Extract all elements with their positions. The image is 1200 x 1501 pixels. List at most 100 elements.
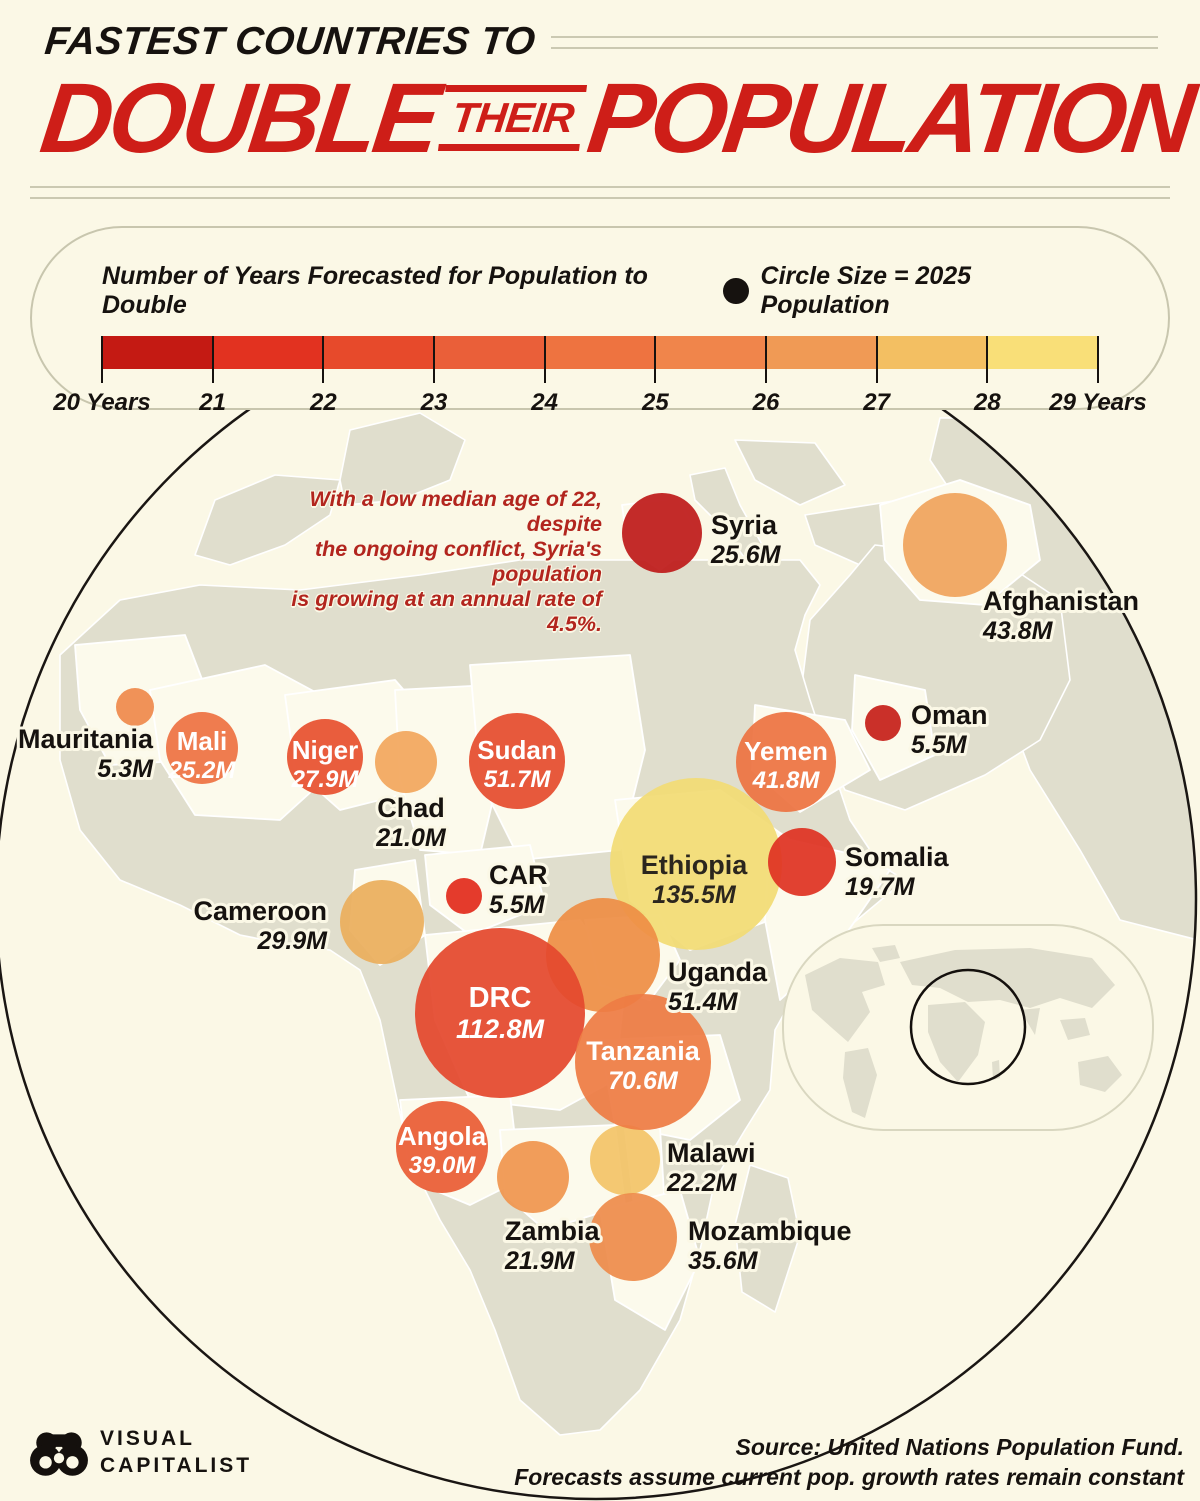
- header: FASTEST COUNTRIES TO: [42, 20, 1158, 64]
- mauritania-value: 5.3M: [97, 755, 154, 783]
- legend-tick-2: [322, 336, 325, 383]
- uganda-value: 51.4M: [668, 988, 739, 1016]
- title-word-their: THEIR: [437, 84, 588, 151]
- angola-label: Angola: [398, 1121, 487, 1151]
- yemen-value: 41.8M: [752, 767, 821, 794]
- legend-segment-4: [544, 336, 656, 369]
- bubble-mozambique: [589, 1193, 677, 1281]
- zambia-label: Zambia: [505, 1216, 601, 1246]
- somalia-value: 19.7M: [845, 873, 916, 901]
- header-kicker: FASTEST COUNTRIES TO: [42, 20, 538, 63]
- inset-north-america: [805, 958, 885, 1042]
- ethiopia-value: 135.5M: [652, 881, 737, 909]
- legend-tick-0: [101, 336, 103, 383]
- inset-africa: [928, 1002, 985, 1082]
- legend-circle-size-label: Circle Size = 2025 Population: [760, 262, 972, 319]
- drc-value: 112.8M: [456, 1014, 545, 1044]
- oman-value: 5.5M: [911, 731, 968, 759]
- syria-annotation: With a low median age of 22, despite the…: [280, 487, 602, 637]
- bubble-car: [446, 878, 482, 914]
- legend-tick-7: [875, 336, 878, 383]
- bubble-afghanistan: [903, 493, 1007, 597]
- mozambique-value: 35.6M: [688, 1247, 759, 1275]
- circle-size-icon: [723, 278, 749, 304]
- legend-segment-7: [876, 336, 988, 369]
- bubble-somalia: [768, 828, 836, 896]
- tanzania-value: 70.6M: [608, 1067, 679, 1095]
- oman-label: Oman: [911, 700, 988, 730]
- drc-label: DRC: [469, 982, 532, 1014]
- legend-segment-0: [102, 336, 213, 369]
- syria-label: Syria: [711, 510, 778, 540]
- bubble-malawi: [590, 1125, 660, 1195]
- world-inset: [782, 924, 1154, 1131]
- inset-south-america: [843, 1048, 877, 1118]
- ethiopia-label: Ethiopia: [641, 850, 748, 880]
- legend-title: Number of Years Forecasted for Populatio…: [102, 262, 648, 319]
- legend-tick-label-4: 24: [531, 389, 559, 416]
- land-balkans: [734, 439, 846, 506]
- sudan-value: 51.7M: [484, 766, 552, 793]
- legend-tick-label-0: 20 Years: [53, 389, 151, 416]
- legend-tick-label-3: 23: [420, 389, 448, 416]
- legend-segment-2: [323, 336, 435, 369]
- afghanistan-label: Afghanistan: [983, 586, 1139, 616]
- syria-value: 25.6M: [710, 541, 782, 569]
- bubble-yemen: [736, 712, 836, 812]
- title-word-double: DOUBLE: [35, 62, 443, 173]
- legend-tick-label-1: 21: [199, 389, 227, 416]
- inset-focus-circle: [909, 968, 1027, 1086]
- legend-tick-label-2: 22: [309, 389, 337, 416]
- land-italy: [689, 467, 766, 566]
- niger-value: 27.9M: [291, 766, 360, 793]
- legend-tick-8: [986, 336, 989, 383]
- somalia-label: Somalia: [845, 842, 950, 872]
- annotation-line1: With a low median age of 22, despite: [309, 487, 603, 536]
- legend-tick-label-5: 25: [641, 389, 669, 416]
- legend-segment-1: [212, 336, 324, 369]
- cameroon-value: 29.9M: [257, 927, 329, 955]
- page-title: DOUBLE THEIR POPULATION: [35, 62, 1197, 173]
- car-value: 5.5M: [489, 891, 546, 919]
- legend-segment-8: [987, 336, 1099, 369]
- legend-tick-label-7: 27: [863, 389, 891, 416]
- bubble-tanzania: [575, 994, 711, 1130]
- source-line1: Source: United Nations Population Fund.: [735, 1434, 1185, 1461]
- legend-panel: Number of Years Forecasted for Populatio…: [30, 226, 1170, 416]
- logo-line2: CAPITALIST: [100, 1454, 253, 1477]
- bubble-cameroon: [340, 880, 424, 964]
- annotation-line3: is growing at an annual rate of 4.5%.: [291, 586, 602, 636]
- legend-circle-size-note: Circle Size = 2025 Population: [723, 262, 1098, 320]
- legend-tick-labels: 20 Years 21 22 23 24 25 26 27 28 29 Years: [53, 389, 1146, 417]
- mali-value: 25.2M: [168, 757, 237, 784]
- source-line2: Forecasts assume current pop. growth rat…: [514, 1464, 1184, 1491]
- logo-line1: VISUAL: [100, 1426, 196, 1450]
- uganda-label: Uganda: [668, 957, 768, 987]
- chad-label: Chad: [377, 793, 445, 823]
- source-note: Source: United Nations Population Fund. …: [514, 1433, 1184, 1493]
- land-iberia: [194, 474, 341, 566]
- bubble-sudan: [469, 713, 565, 809]
- visual-capitalist-wordmark: VISUAL CAPITALIST: [100, 1425, 252, 1480]
- bubble-oman: [865, 705, 901, 741]
- tanzania-label: Tanzania: [586, 1036, 701, 1066]
- legend-color-scale: [101, 336, 1099, 383]
- legend-tick-9: [1097, 336, 1099, 383]
- inset-india: [1020, 1008, 1040, 1035]
- land-madagascar: [734, 1164, 801, 1313]
- legend-tick-5: [654, 336, 657, 383]
- niger-label: Niger: [292, 735, 358, 765]
- afghanistan-value: 43.8M: [982, 617, 1054, 645]
- bubble-angola: [396, 1101, 488, 1193]
- land-weurope: [339, 412, 466, 506]
- legend-tick-4: [543, 336, 546, 383]
- visual-capitalist-logo: VISUAL CAPITALIST: [28, 1421, 252, 1483]
- mali-label: Mali: [177, 726, 228, 756]
- inset-eurasia: [900, 948, 1115, 1008]
- bubble-syria: [622, 493, 702, 573]
- bubble-chad: [375, 731, 437, 793]
- annotation-line2: the ongoing conflict, Syria's population: [314, 536, 602, 586]
- car-label: CAR: [489, 860, 548, 890]
